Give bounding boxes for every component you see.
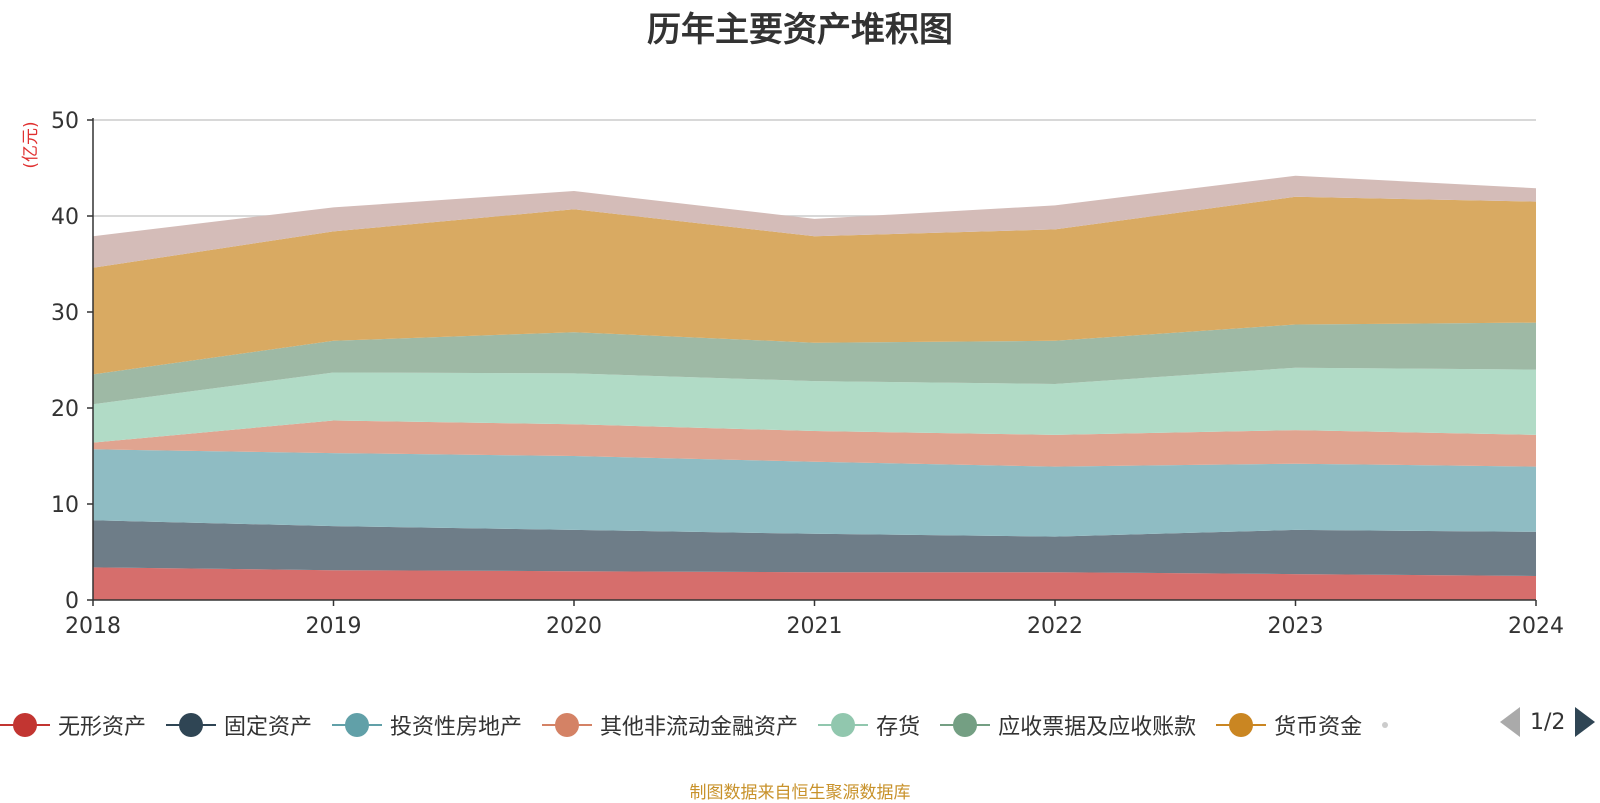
x-tick-label: 2021 xyxy=(787,614,843,639)
x-tick-label: 2022 xyxy=(1027,614,1083,639)
x-tick-label: 2024 xyxy=(1508,614,1564,639)
area-series-2 xyxy=(93,520,1536,576)
legend-marker-icon xyxy=(818,712,869,738)
legend-prev-page-icon[interactable] xyxy=(1500,707,1520,737)
area-series-6 xyxy=(93,322,1536,405)
legend-marker-icon xyxy=(332,712,383,738)
legend-marker-icon xyxy=(940,712,991,738)
legend-label: 应收票据及应收账款 xyxy=(998,715,1197,740)
legend-marker-icon xyxy=(166,712,217,738)
y-tick-label: 0 xyxy=(65,589,79,614)
legend-label: 存货 xyxy=(876,715,921,740)
legend-marker-icon xyxy=(1216,712,1267,738)
legend-pager: 1/2 xyxy=(1500,707,1596,737)
x-tick-label: 2019 xyxy=(306,614,362,639)
legend-label: 其他非流动金融资产 xyxy=(600,715,799,740)
legend-item[interactable]: 固定资产 xyxy=(166,709,312,741)
legend-label: 无形资产 xyxy=(58,715,147,740)
area-series-7 xyxy=(93,196,1536,375)
area-series-1 xyxy=(93,567,1536,600)
y-axis-unit-label: (亿元) xyxy=(21,121,41,168)
legend-page-indicator: 1/2 xyxy=(1530,709,1566,735)
x-tick-label: 2020 xyxy=(546,614,602,639)
legend-label: 投资性房地产 xyxy=(390,715,523,740)
y-tick-label: 30 xyxy=(51,301,79,326)
legend-marker-icon xyxy=(542,712,593,738)
legend-marker-icon xyxy=(0,712,50,738)
y-tick-label: 20 xyxy=(51,397,79,422)
y-tick-label: 10 xyxy=(51,493,79,518)
legend-item[interactable]: 无形资产 xyxy=(0,709,146,741)
x-tick-label: 2023 xyxy=(1268,614,1324,639)
legend-item[interactable]: 应收票据及应收账款 xyxy=(940,709,1196,741)
x-tick-label: 2018 xyxy=(65,614,121,639)
legend-label: 固定资产 xyxy=(224,715,313,740)
legend-item[interactable]: 投资性房地产 xyxy=(332,709,522,741)
legend-item[interactable]: 其他非流动金融资产 xyxy=(542,709,798,741)
chart-title: 历年主要资产堆积图 xyxy=(647,10,953,50)
legend: 无形资产 固定资产 投资性房地产 其他非流动金融资产 存货 应收票据及应收账款 货币资金 xyxy=(0,705,1410,745)
area-series-3 xyxy=(93,449,1536,537)
axes: 0 10 20 30 40 50 2018 2019 2020 2021 2022 2023 2024 xyxy=(51,109,1564,639)
y-tick-label: 50 xyxy=(51,109,79,134)
y-tick-label: 40 xyxy=(51,205,79,230)
legend-label: 货币资金 xyxy=(1274,715,1363,740)
legend-next-page-icon[interactable] xyxy=(1575,707,1596,737)
legend-item[interactable]: 货币资金 xyxy=(1216,709,1362,741)
area-series-4 xyxy=(93,420,1536,467)
legend-item[interactable]: 存货 xyxy=(818,709,920,741)
area-series-8 xyxy=(93,175,1536,268)
area-series-5 xyxy=(93,367,1536,443)
area-series xyxy=(93,175,1536,600)
legend-overflow-dot xyxy=(1382,722,1389,728)
data-source-note: 制图数据来自恒生聚源数据库 xyxy=(689,783,911,803)
